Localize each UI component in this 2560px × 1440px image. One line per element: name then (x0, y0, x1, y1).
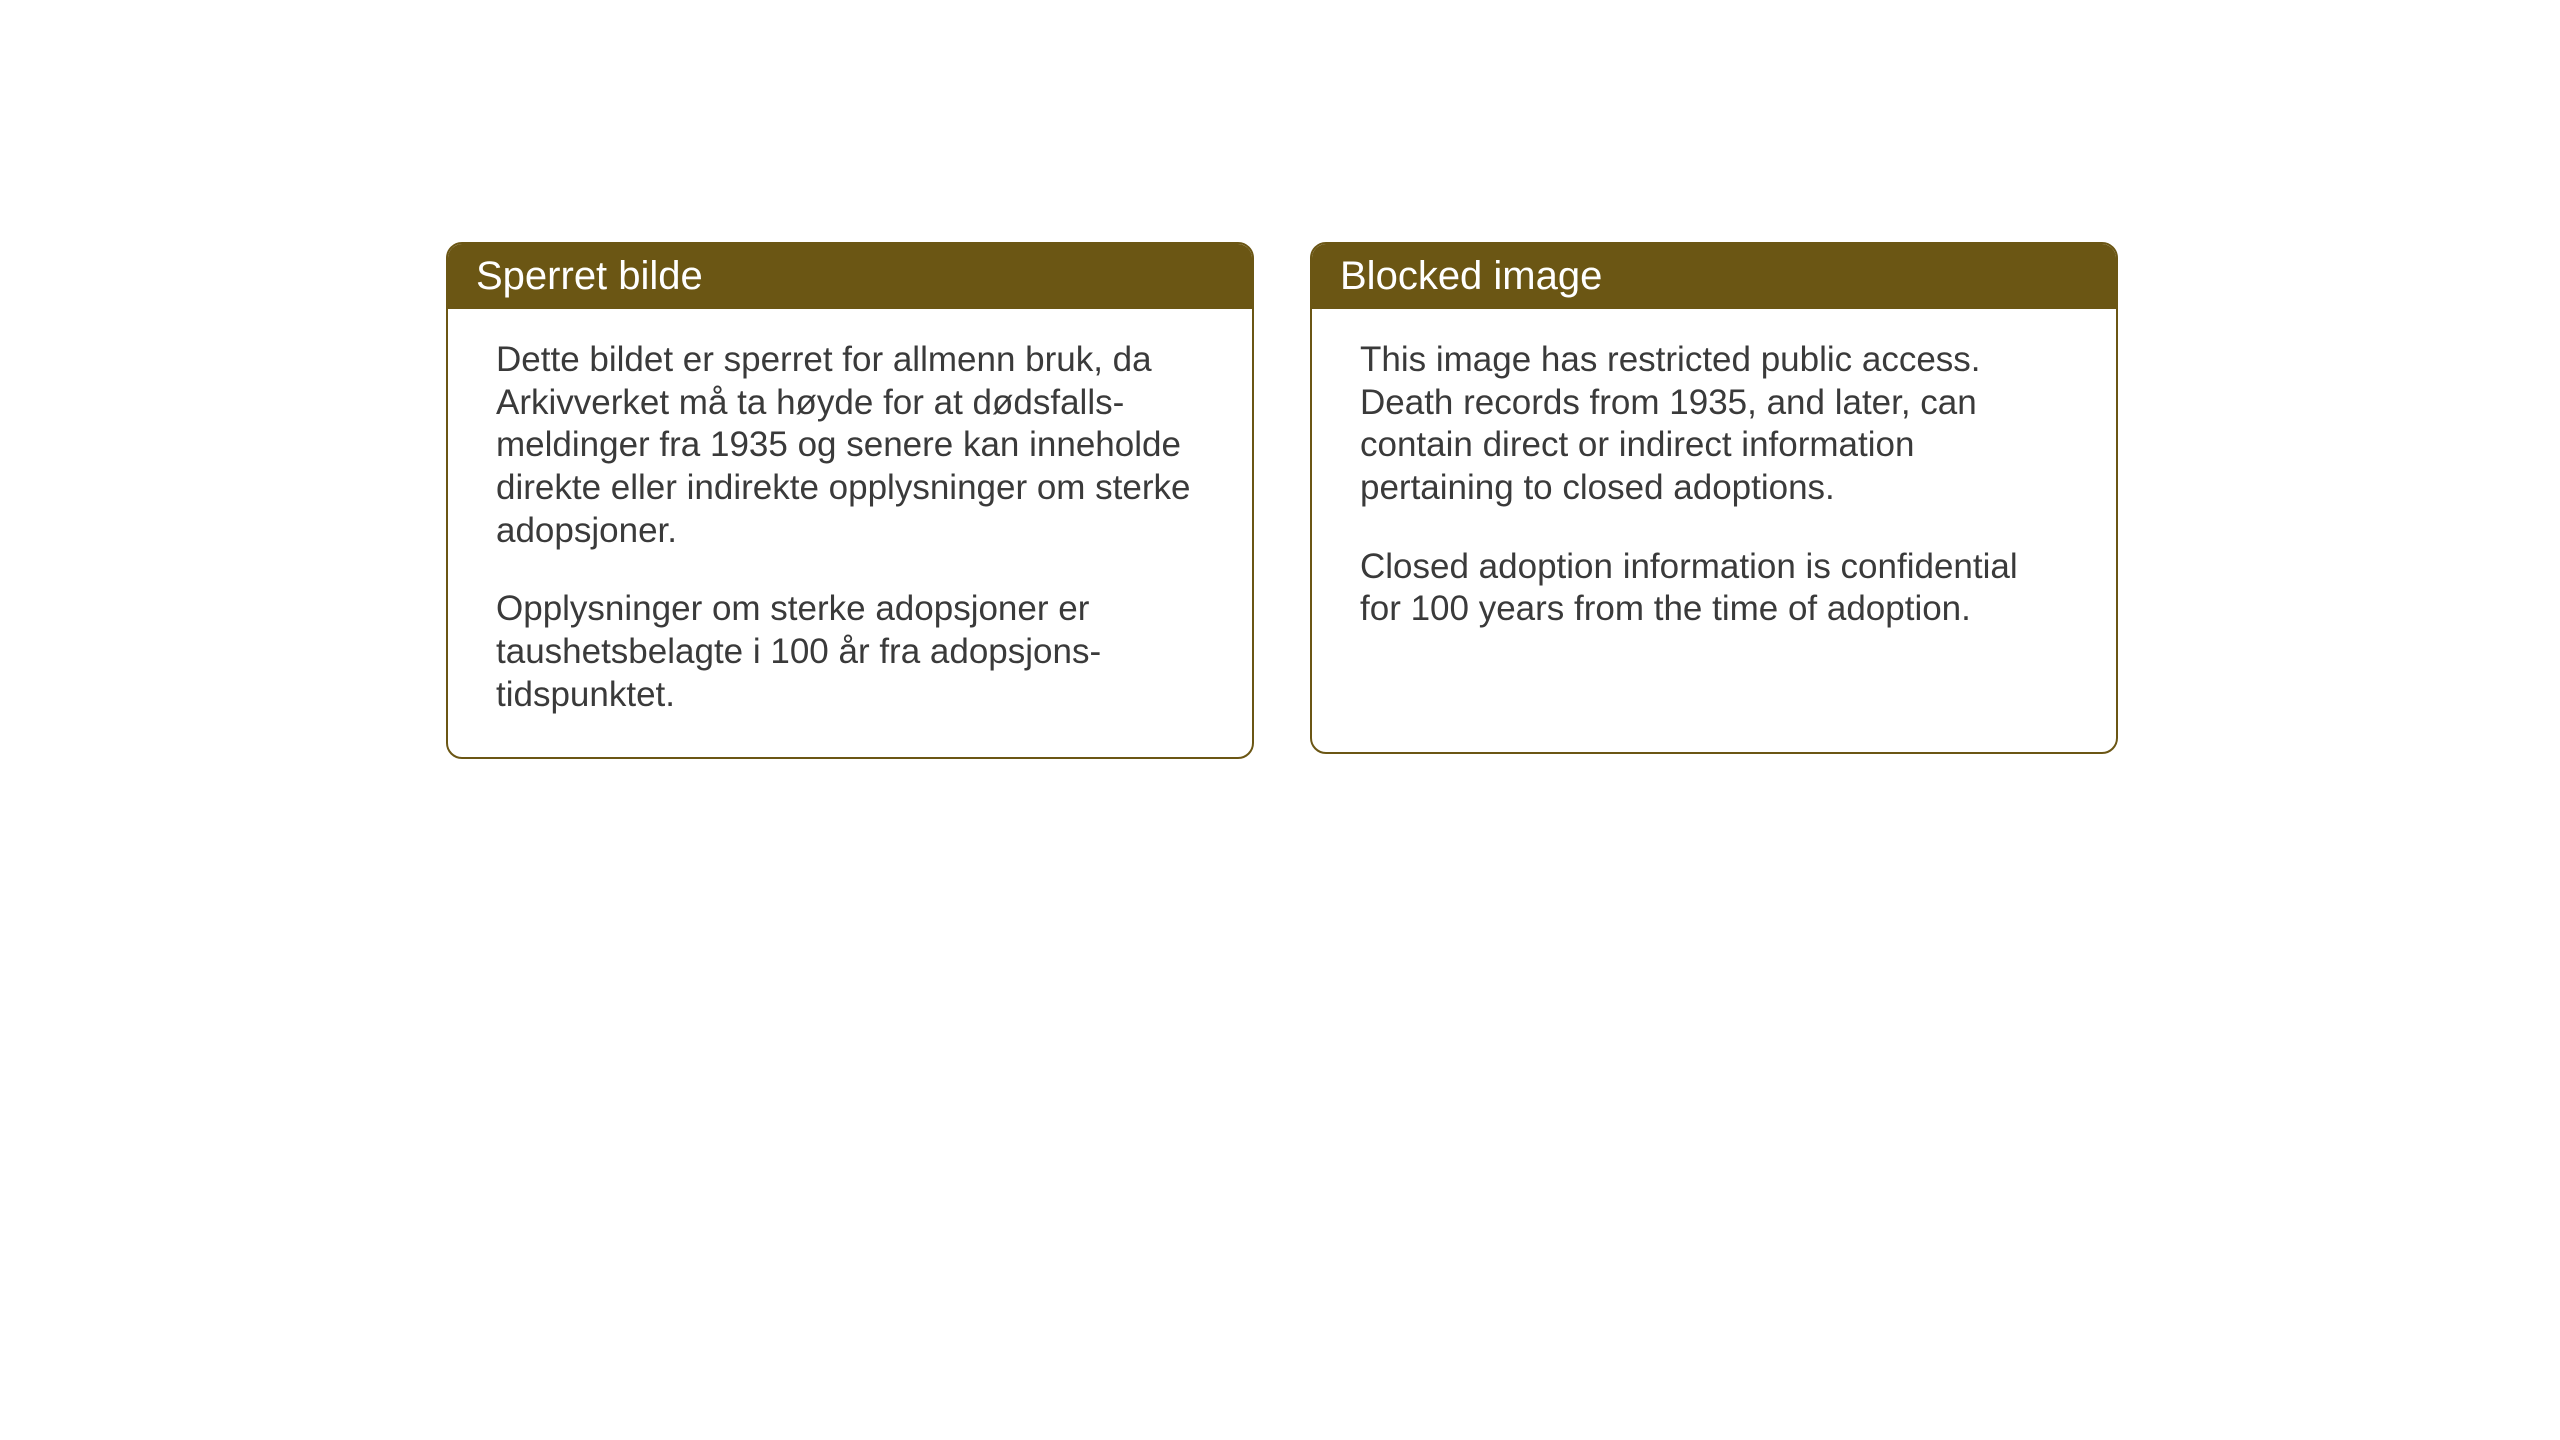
card-header-english: Blocked image (1312, 244, 2116, 309)
card-title-norwegian: Sperret bilde (476, 254, 703, 298)
card-paragraph-1-norwegian: Dette bildet er sperret for allmenn bruk… (496, 339, 1204, 552)
card-paragraph-1-english: This image has restricted public access.… (1360, 339, 2068, 510)
card-paragraph-2-english: Closed adoption information is confident… (1360, 546, 2068, 631)
card-paragraph-2-norwegian: Opplysninger om sterke adopsjoner er tau… (496, 588, 1204, 716)
card-body-norwegian: Dette bildet er sperret for allmenn bruk… (448, 309, 1252, 757)
blocked-image-card-english: Blocked image This image has restricted … (1310, 242, 2118, 754)
card-body-english: This image has restricted public access.… (1312, 309, 2116, 671)
notice-container: Sperret bilde Dette bildet er sperret fo… (446, 242, 2118, 759)
card-header-norwegian: Sperret bilde (448, 244, 1252, 309)
card-title-english: Blocked image (1340, 254, 1602, 298)
blocked-image-card-norwegian: Sperret bilde Dette bildet er sperret fo… (446, 242, 1254, 759)
